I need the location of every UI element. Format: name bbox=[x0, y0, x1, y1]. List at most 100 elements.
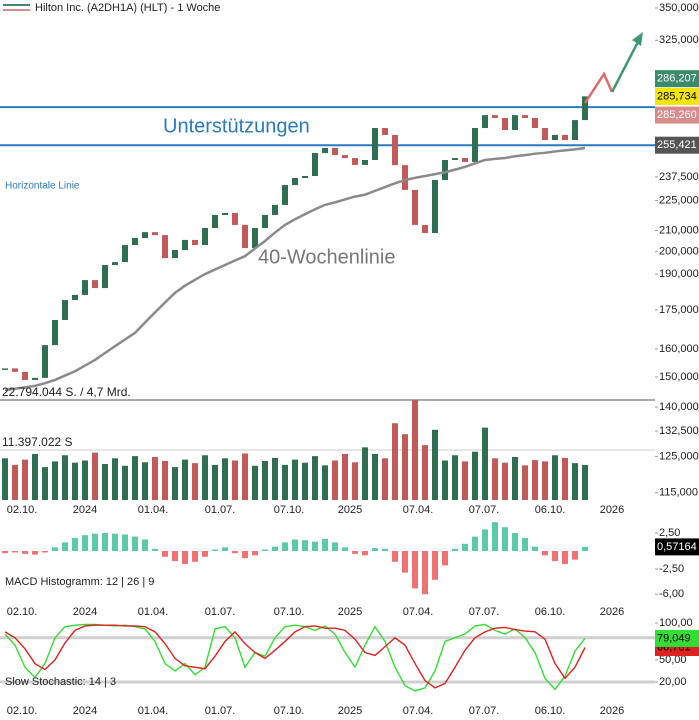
x-tick-label: 2025 bbox=[338, 606, 362, 618]
volume-bar bbox=[122, 465, 128, 500]
drawn-arrow bbox=[610, 37, 642, 93]
macd-bar bbox=[312, 541, 318, 551]
volume-bar bbox=[412, 400, 418, 500]
x-tick-label: 02.10. bbox=[7, 705, 38, 717]
macd-bar bbox=[512, 532, 518, 551]
candle bbox=[172, 249, 178, 259]
x-tick-label: 2025 bbox=[338, 504, 362, 516]
volume-bar bbox=[162, 460, 168, 500]
macd-bar bbox=[82, 535, 88, 551]
ma-line bbox=[4, 146, 586, 392]
candle bbox=[572, 120, 578, 140]
candle bbox=[472, 128, 478, 162]
candle bbox=[162, 235, 168, 259]
macd-bar bbox=[172, 550, 178, 562]
volume-bar bbox=[112, 458, 118, 500]
macd-bar bbox=[392, 550, 398, 562]
y-tick-label: 132,500 bbox=[659, 425, 699, 437]
volume-bar bbox=[292, 459, 298, 500]
y-tick-label: 225,000 bbox=[659, 194, 699, 206]
volume-bar bbox=[192, 463, 198, 500]
macd-bar bbox=[572, 550, 578, 560]
x-tick-label: 2024 bbox=[73, 606, 97, 618]
volume-bar bbox=[402, 434, 408, 500]
x-tick-label: 01.07. bbox=[205, 606, 236, 618]
volume-bar bbox=[82, 460, 88, 500]
x-tick-label: 07.04. bbox=[403, 705, 434, 717]
candle bbox=[222, 213, 228, 216]
candle bbox=[562, 134, 568, 140]
macd-bar bbox=[162, 550, 168, 557]
macd-bar bbox=[222, 547, 228, 551]
volume-bar bbox=[492, 458, 498, 500]
macd-bar bbox=[32, 550, 38, 555]
macd-bar bbox=[72, 538, 78, 551]
x-tick-label: 06.10. bbox=[535, 606, 566, 618]
volume-bar bbox=[142, 462, 148, 500]
candle bbox=[2, 368, 8, 370]
panel-label: Slow Stochastic: 14 | 3 bbox=[5, 676, 116, 688]
volume-bar bbox=[582, 464, 588, 500]
macd-bar bbox=[562, 550, 568, 564]
candle bbox=[302, 175, 308, 178]
volume-bar bbox=[132, 456, 138, 500]
y-tick-label: 200,000 bbox=[659, 246, 699, 258]
candle bbox=[62, 300, 68, 320]
macd-bar bbox=[62, 542, 68, 551]
volume-bar bbox=[52, 461, 58, 500]
y-tick-label: 237,500 bbox=[659, 171, 699, 183]
macd-bar bbox=[2, 550, 8, 554]
x-tick-label: 2026 bbox=[600, 705, 624, 717]
x-tick-label: 07.10. bbox=[274, 504, 305, 516]
price-tag bbox=[655, 106, 699, 124]
macd-bar bbox=[502, 527, 508, 551]
volume-bar bbox=[272, 457, 278, 500]
y-tick-label: 160,000 bbox=[659, 343, 699, 355]
x-tick-label: 2026 bbox=[600, 606, 624, 618]
candle bbox=[552, 134, 558, 140]
macd-bar bbox=[452, 548, 458, 551]
candle bbox=[72, 294, 78, 301]
volume-bar bbox=[332, 460, 338, 500]
x-tick-label: 07.10. bbox=[274, 606, 305, 618]
candle bbox=[202, 228, 208, 246]
macd-bar bbox=[322, 538, 328, 551]
candle bbox=[192, 239, 198, 246]
x-tick-label: 01.04. bbox=[138, 606, 169, 618]
macd-bar bbox=[362, 550, 368, 556]
candle bbox=[482, 115, 488, 129]
x-tick-label: 01.07. bbox=[205, 504, 236, 516]
x-tick-label: 02.10. bbox=[7, 504, 38, 516]
volume-bar bbox=[222, 458, 228, 500]
macd-bar bbox=[102, 532, 108, 551]
candle bbox=[182, 239, 188, 250]
y-tick-label: 210,000 bbox=[659, 224, 699, 236]
macd-bar bbox=[92, 533, 98, 551]
macd-bar bbox=[182, 550, 188, 564]
candle bbox=[402, 165, 408, 190]
volume-bar bbox=[302, 462, 308, 500]
macd-bar bbox=[292, 539, 298, 551]
volume-bar bbox=[102, 464, 108, 500]
value-tag-label: 0,57164 bbox=[657, 541, 697, 553]
volume-bar bbox=[532, 460, 538, 500]
volume-bar bbox=[432, 429, 438, 500]
macd-bar bbox=[422, 550, 428, 595]
candle bbox=[452, 158, 458, 160]
macd-bar bbox=[252, 550, 258, 556]
drawn-arrow bbox=[583, 71, 614, 104]
value-tag-label: 79,049 bbox=[657, 632, 691, 644]
volume-bar bbox=[572, 463, 578, 500]
candle bbox=[322, 147, 328, 153]
price-tag-label: 255,421 bbox=[657, 139, 697, 151]
macd-bar bbox=[192, 550, 198, 562]
annotation: 40-Wochenlinie bbox=[258, 246, 396, 268]
candle bbox=[582, 96, 588, 121]
candle bbox=[342, 155, 348, 159]
x-tick-label: 07.07. bbox=[469, 705, 500, 717]
volume-bar bbox=[202, 455, 208, 500]
macd-bar bbox=[582, 546, 588, 551]
candle bbox=[232, 213, 238, 225]
x-tick-label: 07.10. bbox=[274, 705, 305, 717]
